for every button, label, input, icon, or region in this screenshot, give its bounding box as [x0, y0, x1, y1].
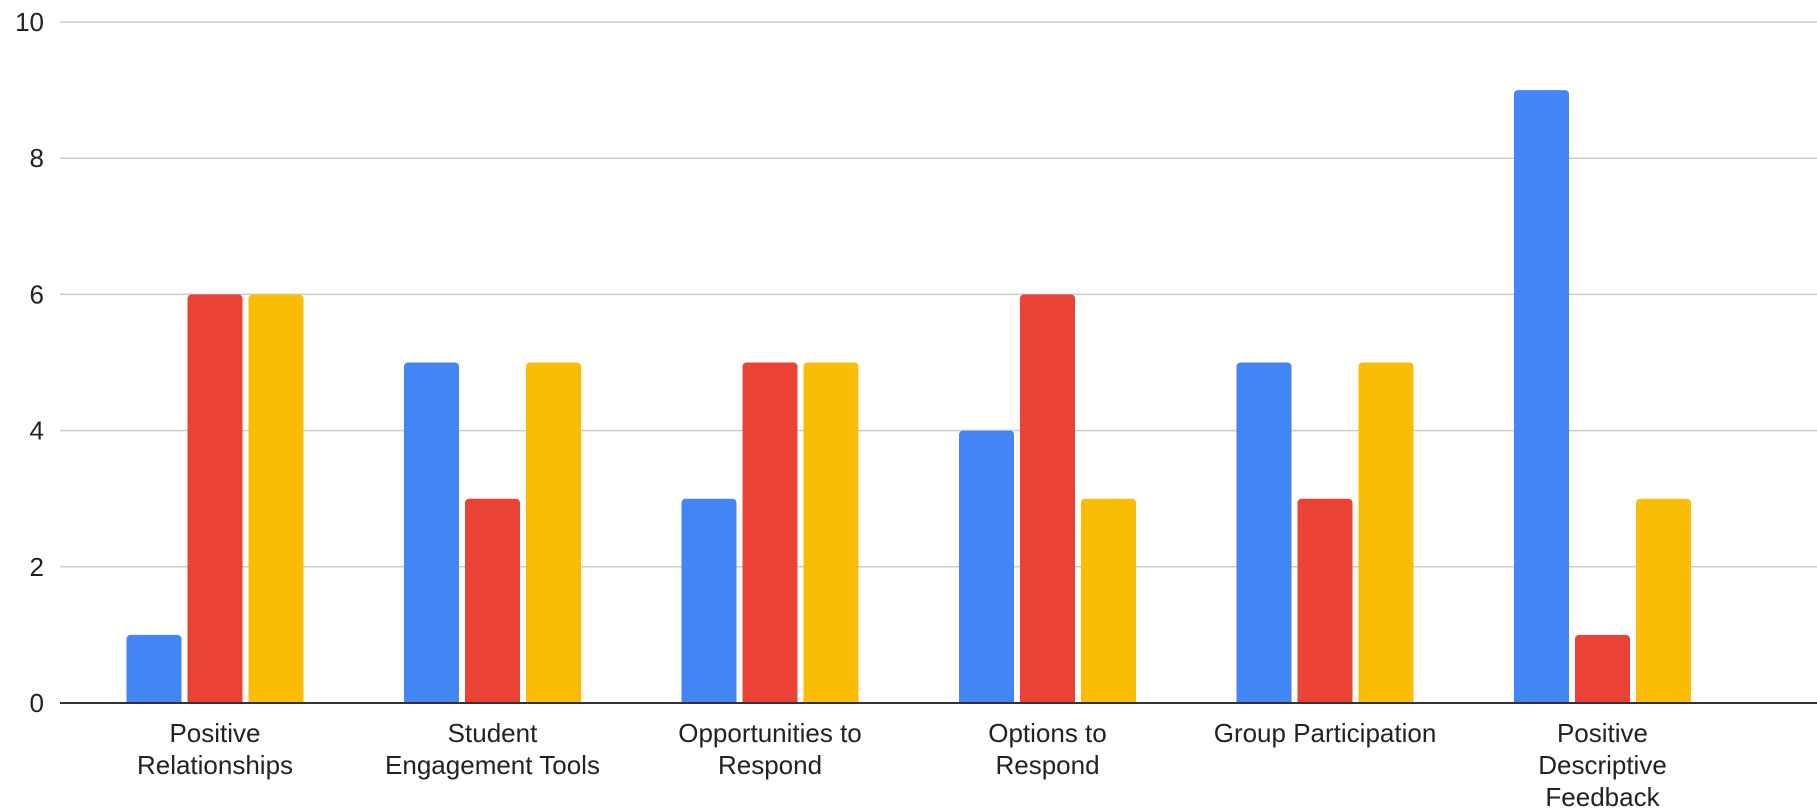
bar — [742, 362, 798, 703]
x-tick-label: Student — [448, 718, 538, 748]
y-tick-label: 6 — [30, 279, 44, 309]
bar-base — [1020, 697, 1075, 703]
bar-base — [742, 697, 798, 703]
bar — [1020, 294, 1075, 703]
y-tick-label: 4 — [30, 416, 44, 446]
bar — [803, 362, 859, 703]
x-tick-label: Opportunities to — [678, 718, 862, 748]
y-tick-label: 2 — [30, 552, 44, 582]
bar-base — [248, 697, 304, 703]
y-tick-label: 0 — [30, 688, 44, 718]
x-tick-label: Descriptive — [1538, 750, 1667, 780]
x-tick-label: Positive — [1557, 718, 1648, 748]
bar-base — [1514, 697, 1569, 703]
bars — [126, 90, 1691, 704]
bar — [404, 362, 459, 703]
bar — [526, 362, 581, 703]
y-axis: 0 2 4 6 8 10 — [15, 7, 44, 718]
bar — [1297, 498, 1353, 703]
bar-base — [1575, 697, 1630, 703]
bar-base — [1297, 697, 1353, 703]
bar — [248, 294, 304, 703]
x-tick-label: Options to — [988, 718, 1107, 748]
bar-base — [526, 697, 581, 703]
x-tick-label: Engagement Tools — [385, 750, 600, 780]
x-tick-label: Group Participation — [1214, 718, 1437, 748]
y-tick-label: 8 — [30, 143, 44, 173]
y-tick-label: 10 — [15, 7, 44, 37]
bar — [681, 498, 737, 703]
bar — [1358, 362, 1414, 703]
bar-base — [1358, 697, 1414, 703]
bar — [465, 498, 520, 703]
bar — [187, 294, 243, 703]
bar-base — [681, 697, 737, 703]
bar — [1636, 498, 1691, 703]
bar-base — [803, 697, 859, 703]
bar-base — [187, 697, 243, 703]
bar — [126, 634, 182, 703]
bar — [1081, 498, 1136, 703]
x-tick-label: Respond — [718, 750, 822, 780]
bar — [959, 430, 1014, 703]
bar-base — [1636, 697, 1691, 703]
bar-base — [1236, 697, 1292, 703]
bar-base — [126, 697, 182, 703]
bar-base — [404, 697, 459, 703]
bar-base — [959, 697, 1014, 703]
bar-base — [465, 697, 520, 703]
x-tick-label: Feedback — [1545, 782, 1660, 810]
bar — [1575, 634, 1630, 703]
bar-base — [1081, 697, 1136, 703]
x-tick-label: Positive — [169, 718, 260, 748]
bar — [1236, 362, 1292, 703]
x-tick-label: Relationships — [137, 750, 293, 780]
x-tick-label: Respond — [995, 750, 1099, 780]
bar — [1514, 90, 1569, 704]
